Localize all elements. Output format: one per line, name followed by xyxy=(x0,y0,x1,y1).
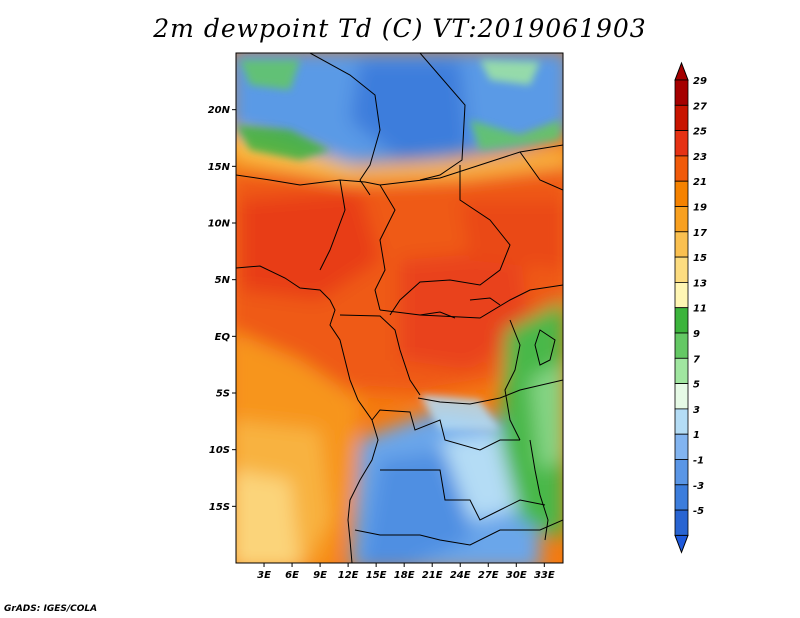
colorbar-swatch xyxy=(674,509,689,536)
lon-tick-label: 3E xyxy=(257,570,271,581)
map-title: 2m dewpoint Td (C) VT:2019061903 xyxy=(153,14,647,43)
grads-credit: GrADS: IGES/COLA xyxy=(4,604,98,614)
dewpoint-field xyxy=(236,53,563,563)
colorbar-label: -3 xyxy=(693,481,704,492)
colorbar-swatch xyxy=(674,357,689,384)
colorbar-label: -1 xyxy=(693,456,704,467)
longitude-axis: 3E 6E 9E 12E 15E 18E 21E 24E 27E 30E 33E xyxy=(257,563,555,581)
colorbar-swatch xyxy=(674,332,689,359)
colorbar: 29 27 25 23 21 19 17 15 13 11 9 7 5 3 1 -1 -3 -5 xyxy=(674,61,707,554)
lat-tick-label: 5S xyxy=(216,389,230,400)
colorbar-swatch xyxy=(674,104,689,132)
colorbar-swatch xyxy=(674,231,689,258)
colorbar-label: 9 xyxy=(693,329,700,340)
colorbar-swatch xyxy=(674,79,689,106)
lon-tick-label: 18E xyxy=(394,570,415,581)
lat-tick-label: 10N xyxy=(208,219,231,230)
colorbar-label: 17 xyxy=(693,228,707,239)
colorbar-swatch xyxy=(674,459,689,486)
colorbar-label: 29 xyxy=(693,76,707,87)
colorbar-label: 23 xyxy=(693,152,707,163)
lat-tick-label: 15S xyxy=(209,502,230,513)
colorbar-label: 13 xyxy=(693,278,707,289)
lat-tick-label: 10S xyxy=(209,445,230,456)
colorbar-label: 1 xyxy=(693,430,700,441)
lon-tick-label: 12E xyxy=(338,570,359,581)
colorbar-label: -5 xyxy=(693,506,704,517)
colorbar-label: 27 xyxy=(693,101,707,112)
lon-tick-label: 33E xyxy=(534,570,555,581)
lat-tick-label: 20N xyxy=(208,105,231,116)
colorbar-swatch xyxy=(674,256,689,283)
lat-tick-label: 5N xyxy=(215,275,231,286)
map-frame xyxy=(235,52,564,564)
lon-tick-label: 30E xyxy=(506,570,527,581)
colorbar-over-triangle xyxy=(674,61,689,81)
colorbar-label: 25 xyxy=(693,127,707,138)
colorbar-swatch xyxy=(674,307,689,334)
lon-tick-label: 15E xyxy=(366,570,387,581)
lat-tick-label: 15N xyxy=(208,162,231,173)
lon-tick-label: 9E xyxy=(313,570,327,581)
colorbar-swatch xyxy=(674,130,689,157)
colorbar-label: 11 xyxy=(693,304,707,315)
colorbar-swatch xyxy=(674,206,689,233)
colorbar-swatch xyxy=(674,484,689,511)
lon-tick-label: 27E xyxy=(478,570,499,581)
latitude-axis: 20N 15N 10N 5N EQ 5S 10S 15S xyxy=(208,105,236,513)
colorbar-swatch xyxy=(674,281,689,309)
colorbar-label: 3 xyxy=(693,405,700,416)
colorbar-label: 21 xyxy=(693,177,707,188)
colorbar-under-triangle xyxy=(674,534,689,554)
colorbar-swatch xyxy=(674,383,689,410)
colorbar-swatch xyxy=(674,180,689,207)
colorbar-label: 15 xyxy=(693,253,707,264)
lon-tick-label: 21E xyxy=(422,570,443,581)
colorbar-label: 5 xyxy=(693,380,700,391)
colorbar-swatch xyxy=(674,155,689,182)
lon-tick-label: 24E xyxy=(450,570,471,581)
lon-tick-label: 6E xyxy=(285,570,299,581)
colorbar-label: 19 xyxy=(693,203,707,214)
lat-tick-label: EQ xyxy=(215,332,231,343)
country-borders xyxy=(236,53,563,563)
colorbar-swatch xyxy=(674,408,689,435)
colorbar-swatch xyxy=(674,433,689,460)
colorbar-label: 7 xyxy=(693,354,700,365)
